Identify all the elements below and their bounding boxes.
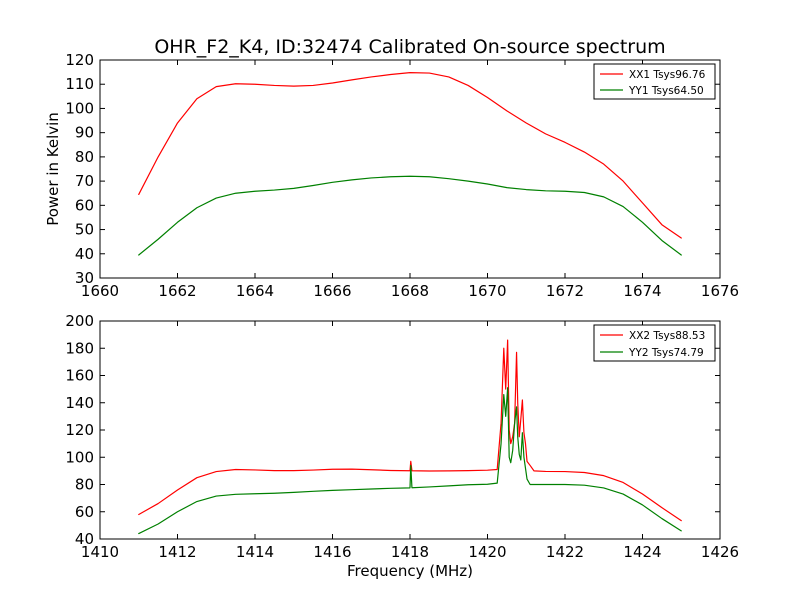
bottom-x-tick-label: 1418 — [391, 543, 429, 561]
bottom-legend-label-xx2: XX2 Tsys88.53 — [629, 330, 705, 342]
top-x-tick-label: 1666 — [313, 282, 351, 300]
bottom-series-line-yy — [138, 387, 682, 535]
top-y-tick-label: 30 — [75, 269, 94, 287]
bottom-legend-label-yy2: YY2 Tsys74.79 — [628, 347, 704, 359]
bottom-axis-ticks: 1410 1412 1414 1416 1418 1420 1422 1424 1426 40 60… — [65, 312, 739, 561]
top-x-tick-label: 1676 — [701, 282, 739, 300]
bottom-y-tick-label: 200 — [65, 312, 94, 330]
top-chart-title: OHR_F2_K4, ID:32474 Calibrated On-source… — [154, 36, 665, 58]
top-y-axis-label: Power in Kelvin — [44, 112, 62, 226]
bottom-y-tick-label: 40 — [75, 530, 94, 548]
bottom-y-tick-label: 180 — [65, 339, 94, 357]
bottom-x-axis-label: Frequency (MHz) — [347, 562, 473, 580]
top-x-tick-label: 1664 — [236, 282, 274, 300]
top-y-tick-label: 40 — [75, 245, 94, 263]
top-x-tick-label: 1660 — [81, 282, 119, 300]
bottom-y-tick-label: 140 — [65, 394, 94, 412]
bottom-y-tick-label: 100 — [65, 448, 94, 466]
bottom-x-tick-label: 1426 — [701, 543, 739, 561]
top-y-tick-label: 80 — [75, 148, 94, 166]
top-y-tick-label: 60 — [75, 196, 94, 214]
top-y-tick-label: 70 — [75, 172, 94, 190]
bottom-x-tick-label: 1424 — [623, 543, 661, 561]
top-legend-label-yy1: YY1 Tsys64.50 — [628, 85, 704, 97]
bottom-x-tick-label: 1414 — [236, 543, 274, 561]
bottom-y-tick-label: 60 — [75, 503, 94, 521]
bottom-x-tick-label: 1416 — [313, 543, 351, 561]
bottom-y-tick-label: 80 — [75, 476, 94, 494]
top-y-tick-label: 50 — [75, 221, 94, 239]
top-legend-label-xx1: XX1 Tsys96.76 — [629, 69, 706, 81]
bottom-x-tick-label: 1422 — [546, 543, 584, 561]
top-y-tick-label: 110 — [65, 75, 94, 93]
top-y-tick-label: 100 — [65, 99, 94, 117]
top-x-tick-label: 1674 — [623, 282, 661, 300]
bottom-x-tick-label: 1420 — [468, 543, 506, 561]
bottom-legend: XX2 Tsys88.53 YY2 Tsys74.79 — [593, 324, 716, 362]
top-series-line-yy — [138, 175, 682, 256]
top-legend-box — [593, 63, 716, 100]
top-series-lines — [138, 71, 682, 256]
top-y-tick-label: 120 — [65, 51, 94, 69]
bottom-chart: 1410 1412 1414 1416 1418 1420 1422 1424 1426 40 60… — [65, 312, 739, 580]
bottom-x-tick-label: 1412 — [158, 543, 196, 561]
top-series-line-xx — [138, 71, 682, 239]
top-axis-ticks: 1660 1662 1664 1666 1668 1670 1672 1674 1676 30 40… — [65, 51, 739, 300]
top-chart: OHR_F2_K4, ID:32474 Calibrated On-source… — [44, 36, 739, 300]
bottom-legend-box — [593, 324, 716, 362]
top-legend: XX1 Tsys96.76 YY1 Tsys64.50 — [593, 63, 716, 100]
bottom-y-tick-label: 120 — [65, 421, 94, 439]
bottom-series-lines — [138, 339, 682, 535]
top-x-tick-label: 1672 — [546, 282, 584, 300]
top-y-tick-label: 90 — [75, 124, 94, 142]
top-x-tick-label: 1670 — [468, 282, 506, 300]
bottom-series-line-xx — [138, 339, 682, 522]
bottom-x-tick-label: 1410 — [81, 543, 119, 561]
top-x-tick-label: 1662 — [158, 282, 196, 300]
top-x-tick-label: 1668 — [391, 282, 429, 300]
bottom-y-tick-label: 160 — [65, 367, 94, 385]
